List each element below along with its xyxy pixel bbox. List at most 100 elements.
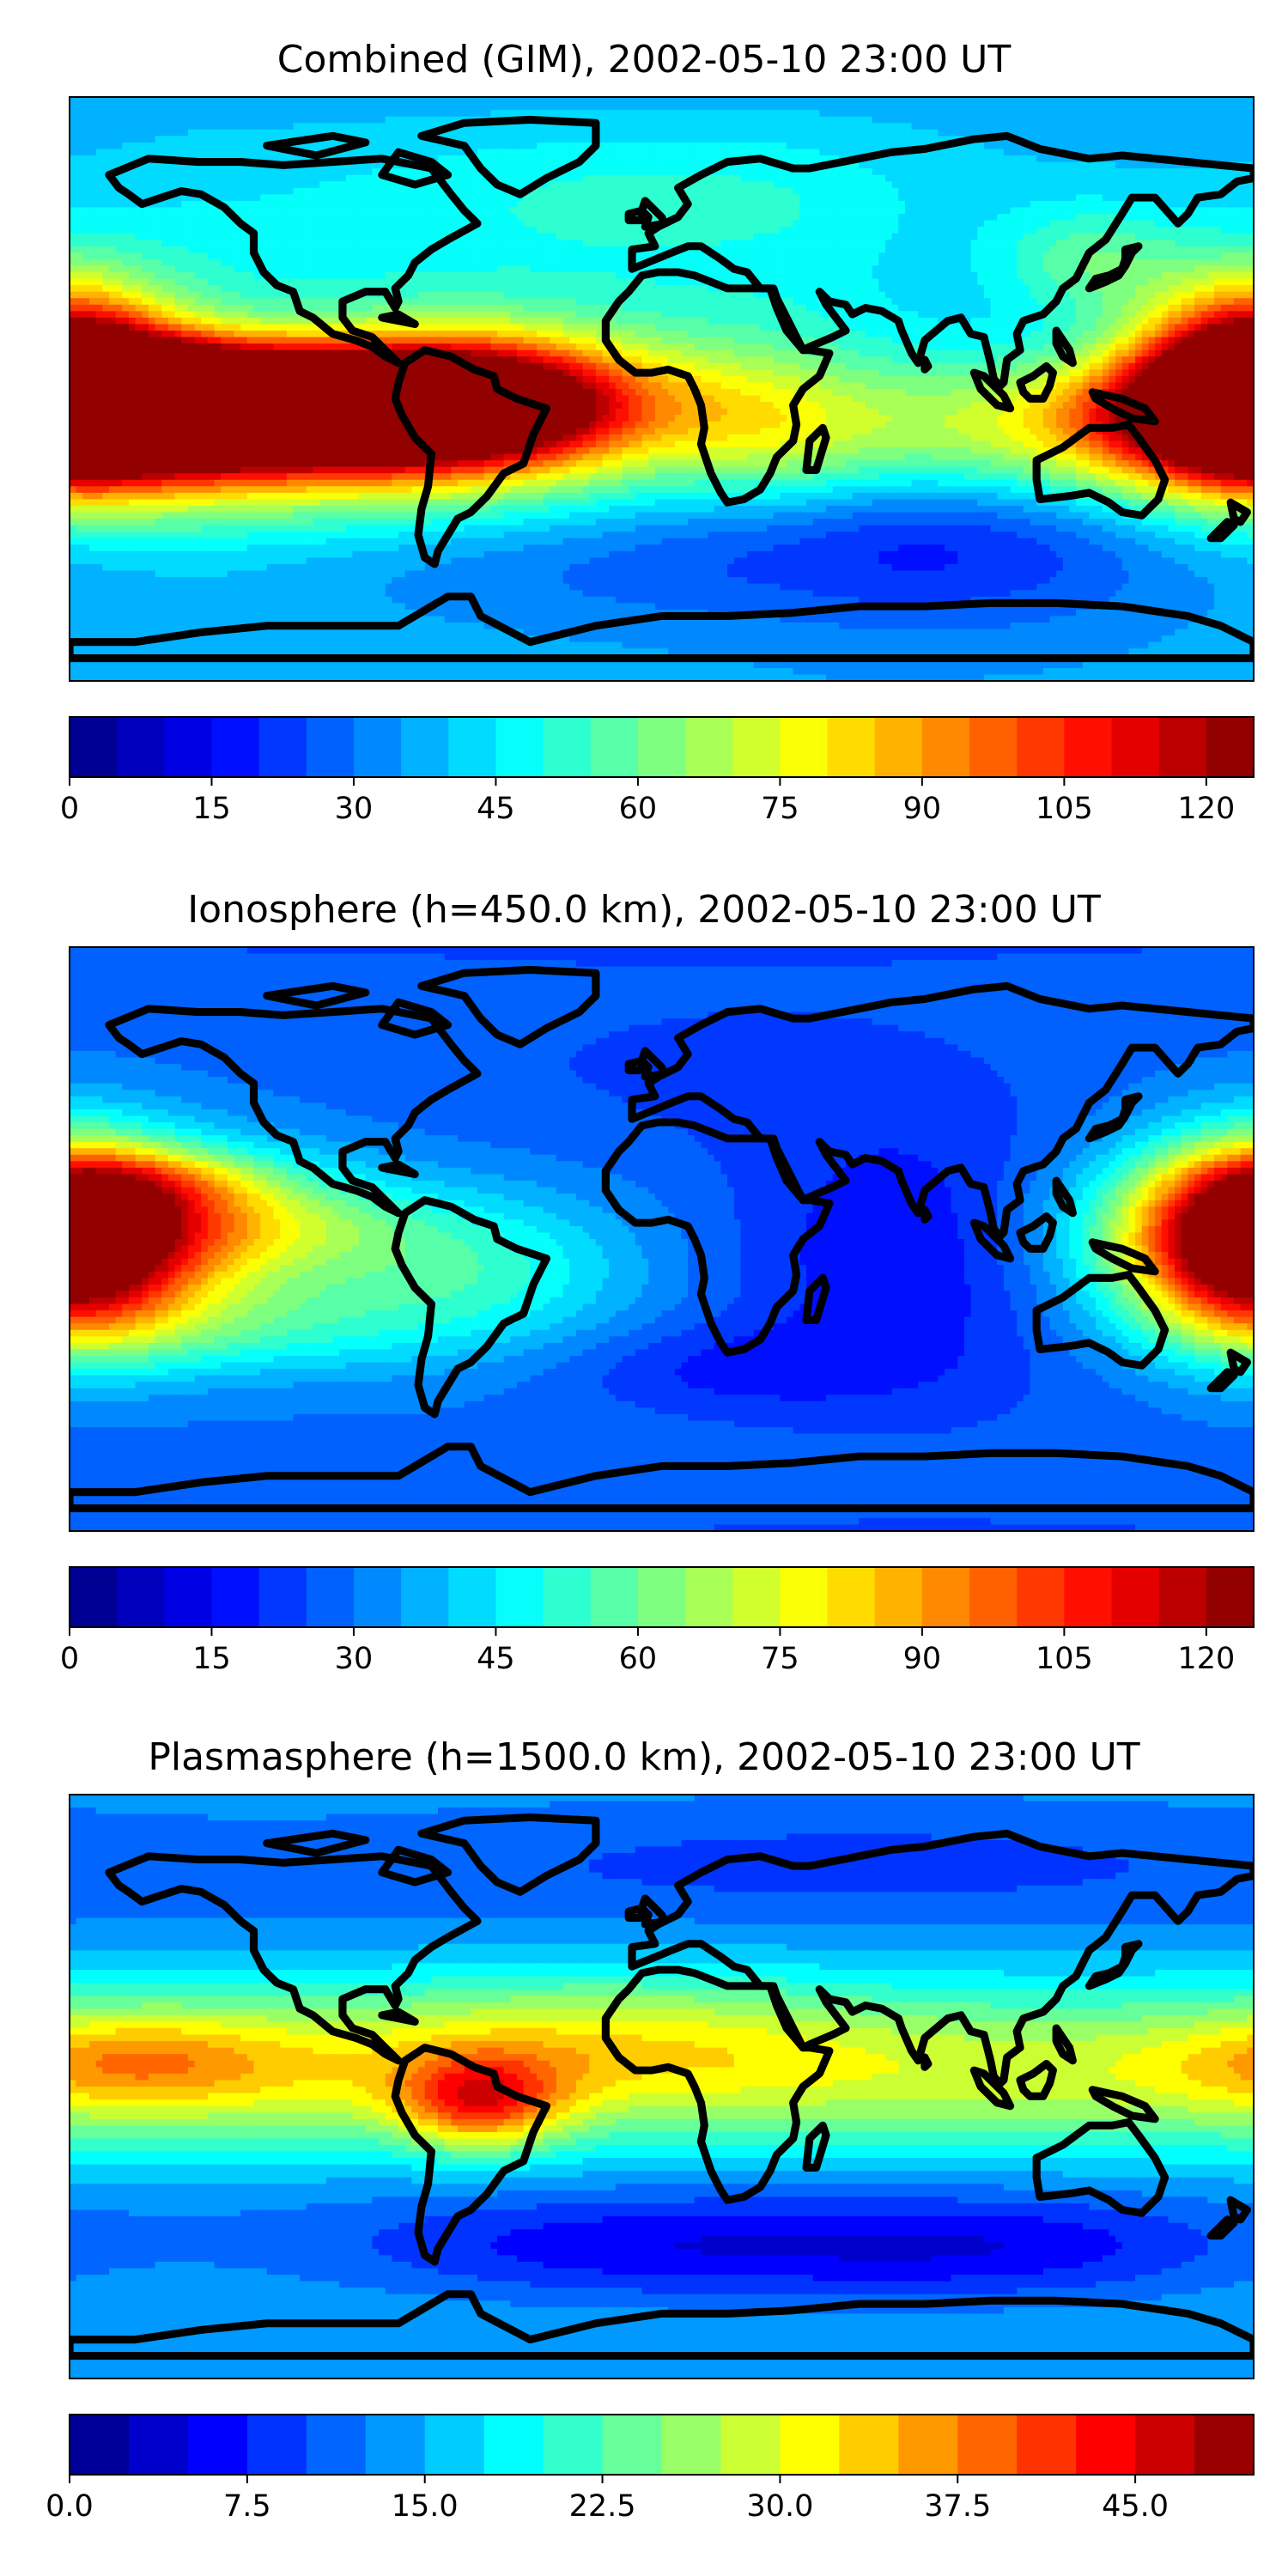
colorbar: 0.0 7.5 15.0 22.5 30.0 37.5 45.0 <box>46 2414 1255 2524</box>
colorbar-tick-label: 7.5 <box>223 2489 271 2524</box>
colorbar-bin <box>1194 2415 1255 2475</box>
colorbar-tick-label: 30 <box>335 1642 374 1676</box>
colorbar-bin <box>353 1567 402 1627</box>
colorbar-frame <box>69 2414 1255 2476</box>
colorbar-bin <box>1111 1567 1160 1627</box>
colorbar-bin <box>353 717 402 777</box>
colorbar-tick-label: 30.0 <box>746 2489 813 2524</box>
map-frame <box>69 1794 1255 2379</box>
colorbar-tick-label: 75 <box>761 792 799 826</box>
colorbar-bin <box>211 1567 260 1627</box>
colorbar-bin <box>365 2415 426 2475</box>
colorbar-bin <box>543 1567 592 1627</box>
colorbar-tick-label: 0 <box>60 792 79 826</box>
colorbar-bin <box>117 1567 165 1627</box>
colorbar-tick-label: 120 <box>1177 792 1235 826</box>
colorbar-bin <box>874 717 923 777</box>
colorbar-bin <box>117 717 165 777</box>
colorbar-bin <box>827 717 876 777</box>
tec-map <box>70 1795 1254 2379</box>
colorbar-bin <box>1111 717 1160 777</box>
colorbar-bin <box>1158 1567 1207 1627</box>
colorbar-bin <box>306 717 355 777</box>
colorbar-frame <box>69 716 1255 778</box>
colorbar-bin <box>637 717 686 777</box>
colorbar-tick-label: 0.0 <box>46 2489 94 2524</box>
colorbar-bin <box>921 1567 970 1627</box>
colorbar-tick-label: 45 <box>477 1642 515 1676</box>
colorbar: 0 15 30 45 60 75 90 105 120 <box>60 1566 1255 1676</box>
colorbar-bin <box>401 1567 449 1627</box>
colorbar-bin <box>448 1567 496 1627</box>
colorbar-bin <box>839 2415 899 2475</box>
colorbar-bin <box>1017 2415 1077 2475</box>
tec-map <box>70 947 1254 1531</box>
colorbar-bin <box>685 717 733 777</box>
colorbar-tick-label: 0 <box>60 1642 79 1676</box>
colorbar-bin <box>590 717 639 777</box>
colorbar-bin <box>969 1567 1018 1627</box>
colorbar: 0 15 30 45 60 75 90 105 120 <box>60 716 1255 826</box>
colorbar-tick-label: 90 <box>903 1642 942 1676</box>
colorbar-bin <box>495 717 544 777</box>
colorbar-bin <box>543 2415 604 2475</box>
colorbar-bin <box>602 2415 662 2475</box>
colorbar-bin <box>483 2415 544 2475</box>
colorbar-bin <box>543 717 592 777</box>
colorbar-bin <box>306 1567 355 1627</box>
colorbar-tick-label: 45.0 <box>1102 2489 1169 2524</box>
map-frame <box>69 946 1255 1532</box>
colorbar-bin <box>401 717 449 777</box>
colorbar-bin <box>780 1567 829 1627</box>
map-panel: Combined (GIM), 2002-05-10 23:00 UT 0 15 30… <box>60 38 1255 826</box>
map-frame <box>69 96 1255 682</box>
colorbar-bin <box>258 1567 307 1627</box>
colorbar-bin <box>70 1567 118 1627</box>
colorbar-bin <box>187 2415 248 2475</box>
colorbar-bin <box>921 717 970 777</box>
tec-map <box>70 97 1254 681</box>
colorbar-bin <box>1206 1567 1255 1627</box>
colorbar-bin <box>661 2415 721 2475</box>
colorbar-bin <box>732 1567 781 1627</box>
colorbar-bin <box>258 717 307 777</box>
colorbar-bin <box>1206 717 1255 777</box>
map-panel: Plasmasphere (h=1500.0 km), 2002-05-10 2… <box>46 1735 1255 2524</box>
colorbar-bin <box>969 717 1018 777</box>
colorbar-bin <box>685 1567 733 1627</box>
colorbar-tick-label: 75 <box>761 1642 799 1676</box>
colorbar-bin <box>128 2415 189 2475</box>
colorbar-bin <box>424 2415 485 2475</box>
colorbar-bin <box>1017 1567 1065 1627</box>
colorbar-tick-label: 105 <box>1036 792 1093 826</box>
colorbar-bin <box>211 717 260 777</box>
colorbar-bin <box>874 1567 923 1627</box>
colorbar-bin <box>898 2415 958 2475</box>
colorbar-tick-label: 22.5 <box>569 2489 636 2524</box>
colorbar-bin <box>246 2415 307 2475</box>
colorbar-bin <box>720 2415 781 2475</box>
colorbar-frame <box>69 1566 1255 1628</box>
colorbar-bin <box>590 1567 639 1627</box>
colorbar-bin <box>448 717 496 777</box>
colorbar-tick-label: 45 <box>477 792 515 826</box>
colorbar-tick-label: 120 <box>1177 1642 1235 1676</box>
colorbar-bin <box>780 717 829 777</box>
colorbar-bin <box>164 1567 212 1627</box>
colorbar-tick-label: 60 <box>619 792 658 826</box>
colorbar-tick-label: 37.5 <box>924 2489 991 2524</box>
map-panel: Ionosphere (h=450.0 km), 2002-05-10 23:0… <box>60 888 1255 1676</box>
colorbar-bin <box>827 1567 876 1627</box>
colorbar-bin <box>70 717 118 777</box>
colorbar-bin <box>1135 2415 1195 2475</box>
colorbar-bin <box>70 2415 130 2475</box>
colorbar-tick-label: 15 <box>192 792 231 826</box>
colorbar-tick-label: 15.0 <box>392 2489 459 2524</box>
colorbar-bin <box>495 1567 544 1627</box>
panel-title: Plasmasphere (h=1500.0 km), 2002-05-10 2… <box>148 1735 1139 1779</box>
map-panels: Combined (GIM), 2002-05-10 23:00 UT 0 15 30… <box>46 38 1255 2524</box>
colorbar-tick-label: 90 <box>903 792 942 826</box>
colorbar-bin <box>1017 717 1065 777</box>
panel-title: Combined (GIM), 2002-05-10 23:00 UT <box>277 38 1012 82</box>
